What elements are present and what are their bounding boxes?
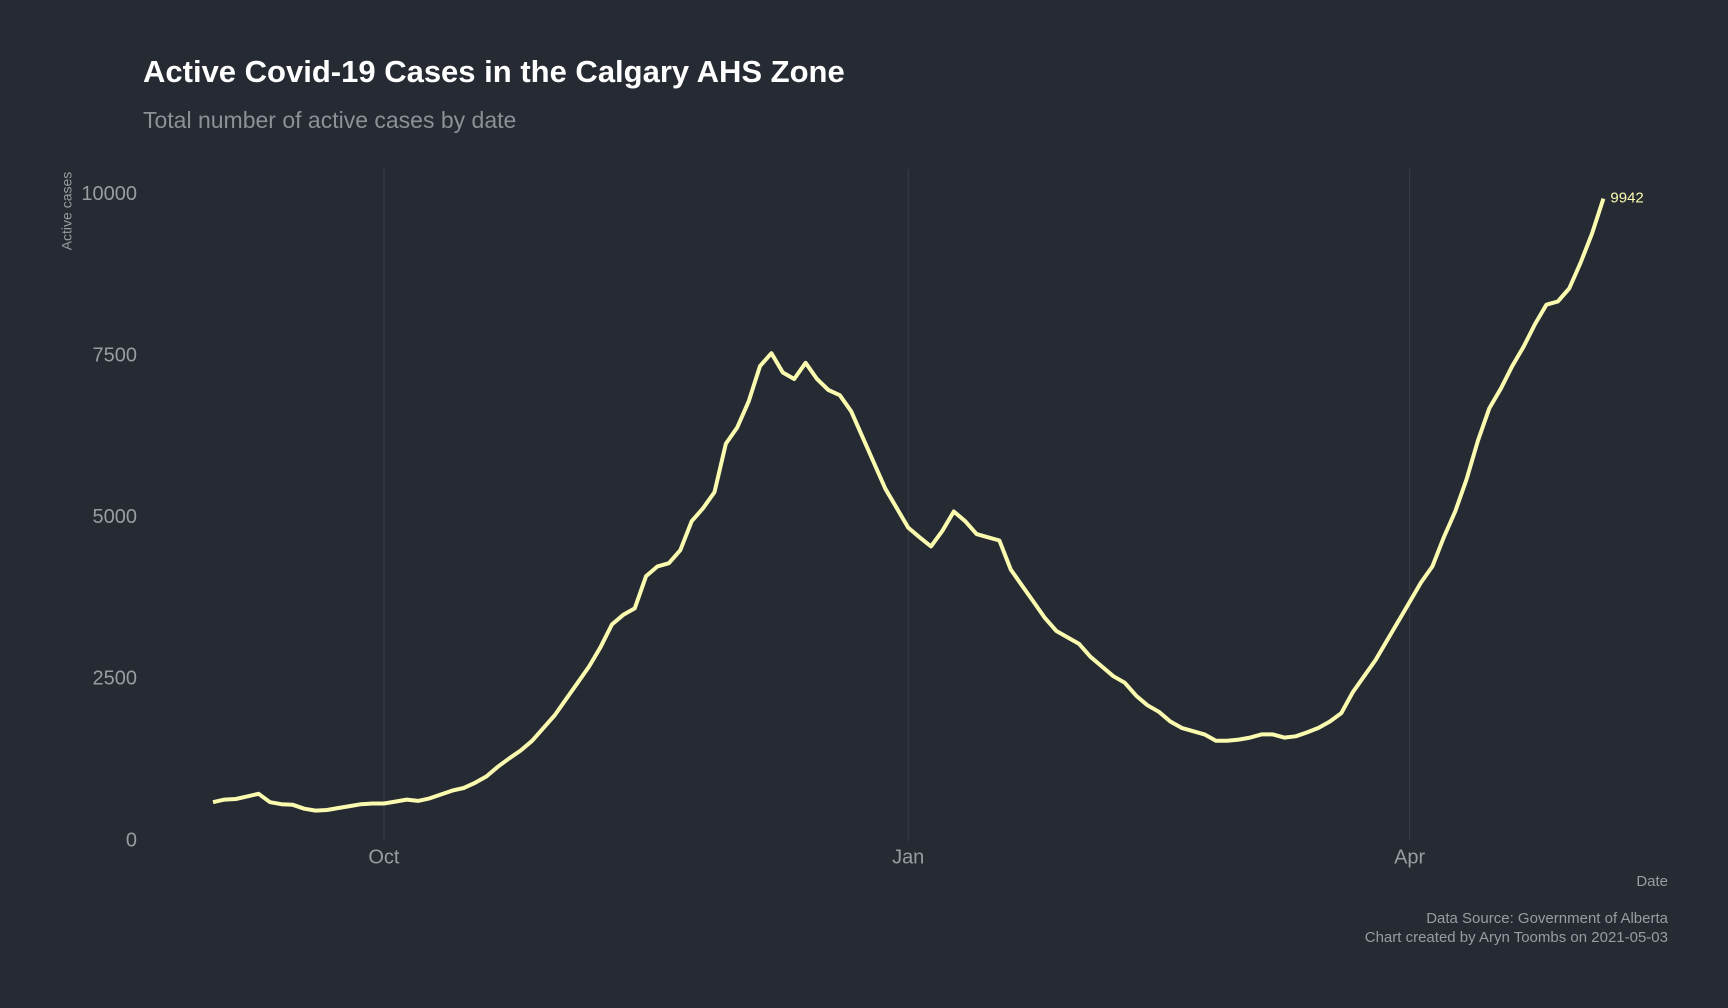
x-tick-label: Apr — [1394, 846, 1425, 868]
x-tick-label: Jan — [892, 846, 924, 868]
end-value-label: 9942 — [1610, 190, 1643, 207]
y-tick-label: 5000 — [93, 506, 138, 528]
data-line — [212, 197, 1606, 813]
x-axis-label: Date — [1636, 873, 1668, 890]
caption: Data Source: Government of Alberta — [1426, 910, 1668, 927]
y-tick-label: 10000 — [81, 183, 137, 205]
y-tick-label: 0 — [126, 829, 137, 851]
chart-subtitle: Total number of active cases by date — [143, 107, 516, 133]
caption: Chart created by Aryn Toombs on 2021-05-… — [1365, 929, 1668, 946]
chart-title: Active Covid-19 Cases in the Calgary AHS… — [143, 54, 845, 89]
y-tick-label: 2500 — [93, 668, 138, 690]
y-axis-label: Active cases — [59, 172, 75, 251]
x-tick-label: Oct — [368, 846, 400, 868]
y-tick-label: 7500 — [93, 345, 138, 367]
